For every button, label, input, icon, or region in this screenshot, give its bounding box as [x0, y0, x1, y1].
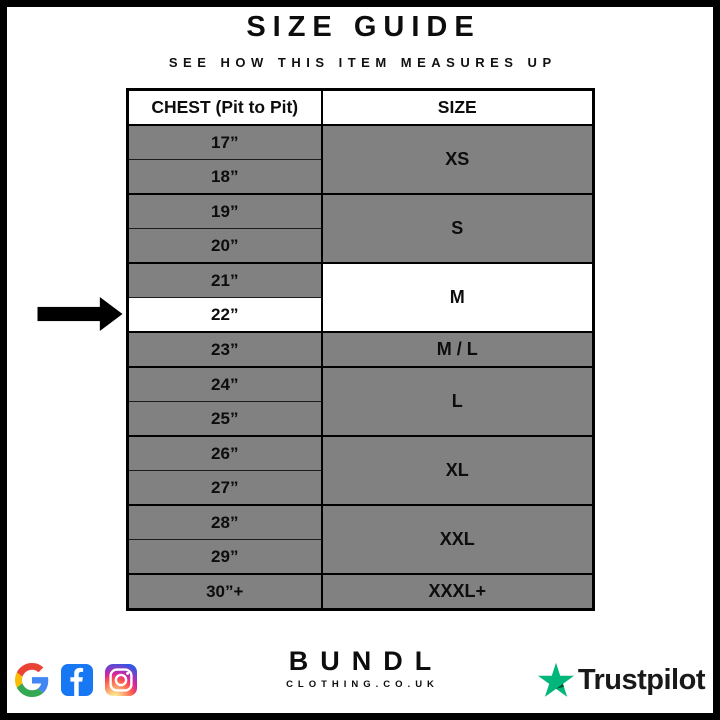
chest-cell: 17”: [127, 124, 323, 160]
table-row: 17” XS: [127, 124, 594, 194]
table-row: 23” M / L: [127, 331, 594, 367]
chest-cell: 19”: [127, 193, 323, 229]
table-row: 20”: [127, 228, 594, 263]
trustpilot-logo[interactable]: Trustpilot: [537, 662, 706, 698]
size-cell: XS: [321, 124, 594, 194]
chest-cell: 23”: [127, 331, 323, 367]
size-table: CHEST (Pit to Pit) SIZE 17” XS 18” 19” S 20” 2…: [126, 88, 595, 611]
table-row: 18”: [127, 159, 594, 194]
instagram-icon[interactable]: [105, 664, 137, 696]
header-row: CHEST (Pit to Pit) SIZE: [127, 89, 594, 126]
brand-logo: BUNDL CLOTHING.CO.UK: [0, 646, 720, 690]
arrow-right-icon: [37, 296, 123, 331]
chest-cell: 20”: [127, 228, 323, 263]
table-row: 27”: [127, 470, 594, 505]
table-row: 28” XXL: [127, 504, 594, 574]
size-cell: M / L: [321, 331, 594, 367]
table-row: 22”: [127, 297, 594, 332]
facebook-icon[interactable]: [61, 664, 93, 696]
chest-column-header: CHEST (Pit to Pit): [127, 89, 323, 126]
size-cell: S: [321, 193, 594, 263]
table-row: 25”: [127, 401, 594, 436]
chest-cell: 21”: [127, 262, 323, 298]
brand-name: BUNDL: [288, 646, 444, 676]
trustpilot-label: Trustpilot: [577, 663, 706, 696]
size-cell: XXL: [321, 504, 594, 574]
chest-cell: 30”+: [127, 573, 323, 610]
table-row: 19” S: [127, 193, 594, 263]
chest-cell: 27”: [127, 470, 323, 505]
table-row: 30”+ XXXL+: [127, 573, 594, 610]
page-subtitle: SEE HOW THIS ITEM MEASURES UP: [168, 55, 557, 70]
chest-cell: 29”: [127, 539, 323, 574]
size-cell: L: [321, 366, 594, 436]
size-table-body: 17” XS 18” 19” S 20” 21” M 22” 23” M / L 24” L 25” 26”…: [127, 124, 594, 610]
trustpilot-star-icon: [537, 662, 574, 698]
row-indicator-arrow: [35, 296, 125, 331]
size-table-wrap: CHEST (Pit to Pit) SIZE 17” XS 18” 19” S 20” 2…: [37, 88, 595, 611]
chest-cell: 24”: [127, 366, 323, 402]
chest-cell: 28”: [127, 504, 323, 540]
size-cell: XL: [321, 435, 594, 505]
brand-domain: CLOTHING.CO.UK: [286, 679, 439, 690]
size-cell: M: [321, 262, 594, 332]
chest-cell: 25”: [127, 401, 323, 436]
size-cell: XXXL+: [321, 573, 594, 610]
size-column-header: SIZE: [321, 89, 594, 126]
chest-cell: 26”: [127, 435, 323, 471]
social-icons: [15, 663, 137, 697]
chest-cell: 18”: [127, 159, 323, 194]
table-row: 24” L: [127, 366, 594, 436]
table-row: 26” XL: [127, 435, 594, 505]
page-title: SIZE GUIDE: [246, 11, 481, 43]
google-icon[interactable]: [15, 663, 49, 697]
table-row: 29”: [127, 539, 594, 574]
table-row: 21” M: [127, 262, 594, 332]
chest-cell: 22”: [127, 297, 323, 332]
